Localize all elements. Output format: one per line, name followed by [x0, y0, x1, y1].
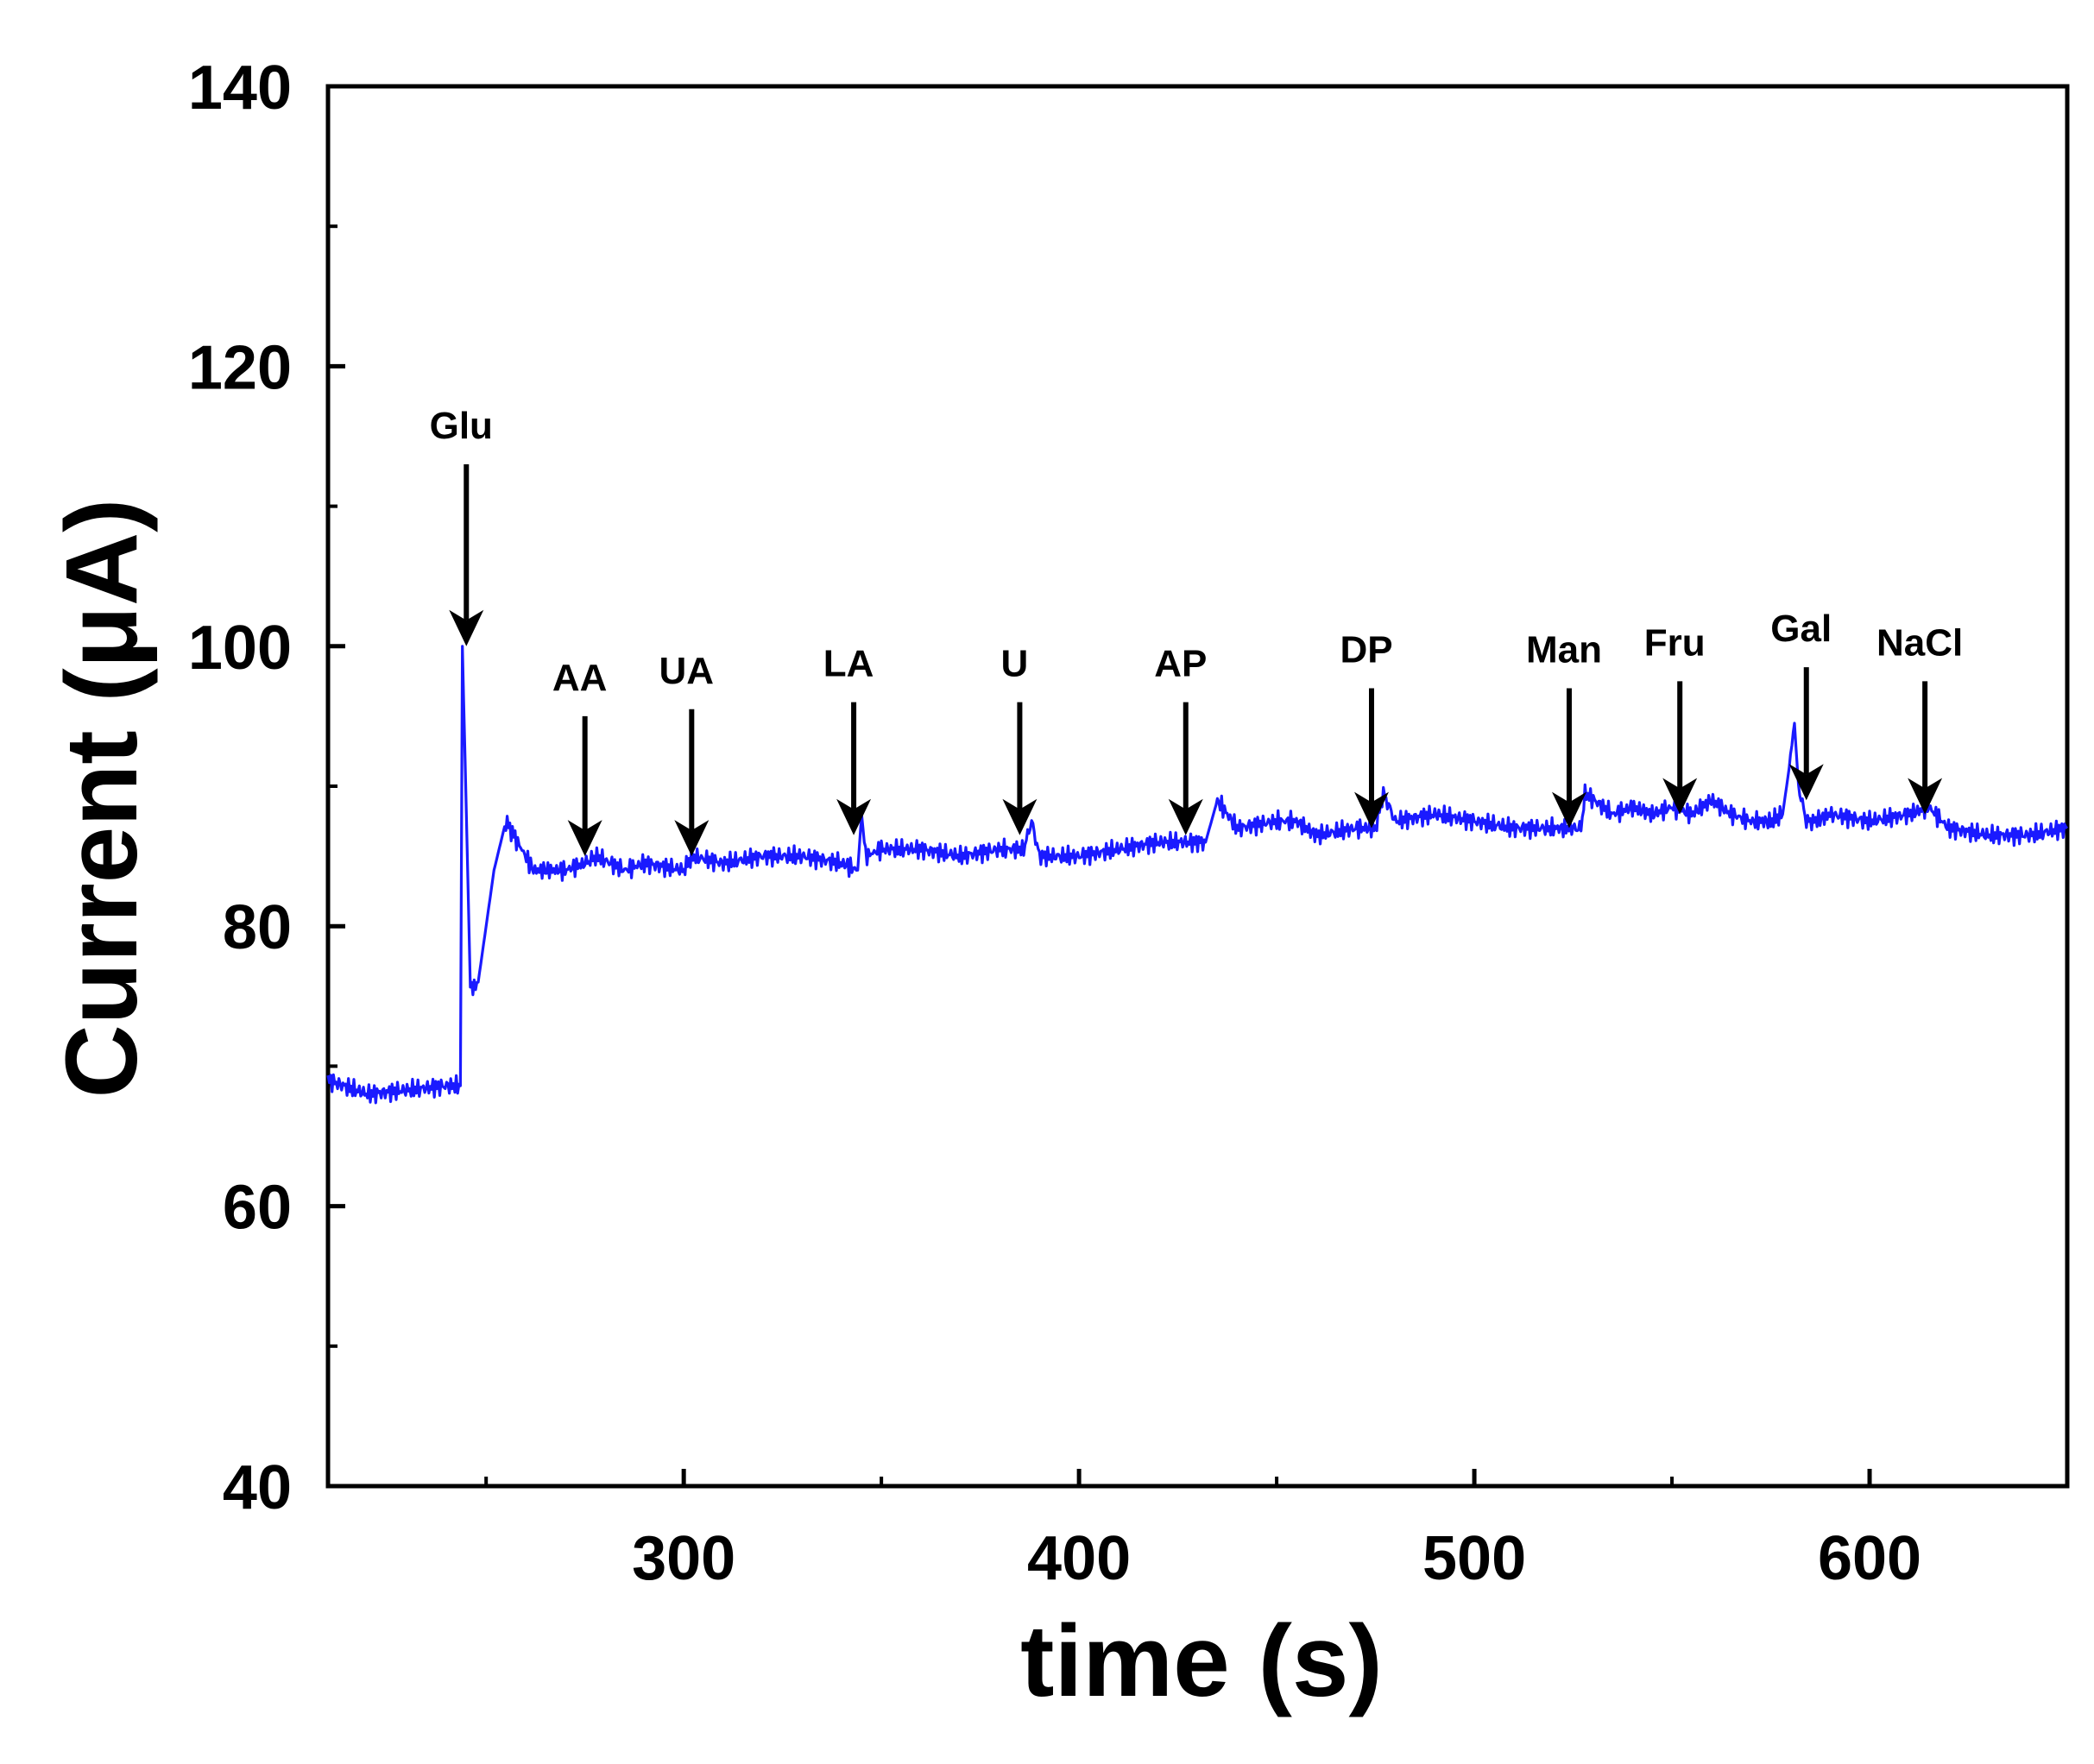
annotation-u: U: [1001, 643, 1038, 835]
annotation-label: Glu: [430, 405, 493, 447]
annotation-arrow-head: [449, 609, 484, 646]
annotation-dp: DP: [1340, 628, 1393, 828]
annotation-arrow-head: [836, 798, 872, 835]
y-tick-label: 140: [188, 54, 292, 123]
y-tick-label: 40: [223, 1453, 292, 1522]
series-layer: [326, 645, 2069, 1105]
annotation-arrow-head: [1662, 778, 1698, 815]
current-series-line: [326, 645, 2069, 1105]
annotation-arrow-head: [1788, 764, 1824, 801]
annotation-ua: UA: [659, 650, 715, 857]
annotation-arrow-head: [1551, 791, 1586, 828]
x-tick-label: 600: [1818, 1524, 1921, 1593]
annotation-label: LA: [823, 643, 874, 685]
y-axis-title: Current (μA): [45, 499, 159, 1099]
annotation-gal: Gal: [1770, 608, 1832, 801]
annotation-layer: Glu AA UA LA U AP DP Man Fru Gal NaCl: [430, 405, 1963, 857]
x-tick-label: 400: [1027, 1524, 1131, 1593]
y-tick-label: 100: [188, 614, 292, 683]
annotation-label: UA: [659, 650, 715, 692]
x-tick-label: 500: [1422, 1524, 1526, 1593]
annotation-man: Man: [1526, 628, 1602, 828]
annotation-label: DP: [1340, 628, 1392, 671]
annotation-glu: Glu: [430, 405, 493, 646]
x-axis-title: time (s): [1020, 1604, 1383, 1718]
annotation-arrow-head: [1908, 778, 1943, 815]
x-tick-label: 300: [632, 1524, 735, 1593]
annotation-fru: Fru: [1644, 621, 1706, 815]
annotation-arrow-head: [1002, 798, 1038, 835]
y-tick-label: 80: [223, 893, 292, 962]
annotation-nacl: NaCl: [1876, 621, 1963, 815]
annotation-label: AP: [1154, 643, 1207, 685]
annotation-arrow-head: [1354, 791, 1389, 828]
y-tick-label: 60: [223, 1174, 292, 1243]
tick-layer: 300 400 500 600 40 60 80 100 120 140: [188, 54, 1921, 1593]
annotation-label: U: [1001, 643, 1029, 685]
annotation-la: LA: [823, 643, 874, 835]
annotation-label: Fru: [1644, 621, 1706, 664]
annotation-arrow-head: [674, 820, 710, 857]
annotation-arrow-head: [567, 820, 602, 857]
y-tick-label: 120: [188, 333, 292, 402]
annotation-arrow-head: [1168, 798, 1203, 835]
annotation-label: AA: [552, 657, 608, 699]
annotation-ap: AP: [1154, 643, 1207, 835]
annotation-label: Gal: [1770, 608, 1832, 650]
annotation-label: Man: [1526, 628, 1602, 671]
annotation-aa: AA: [552, 657, 608, 857]
annotation-label: NaCl: [1876, 621, 1963, 664]
